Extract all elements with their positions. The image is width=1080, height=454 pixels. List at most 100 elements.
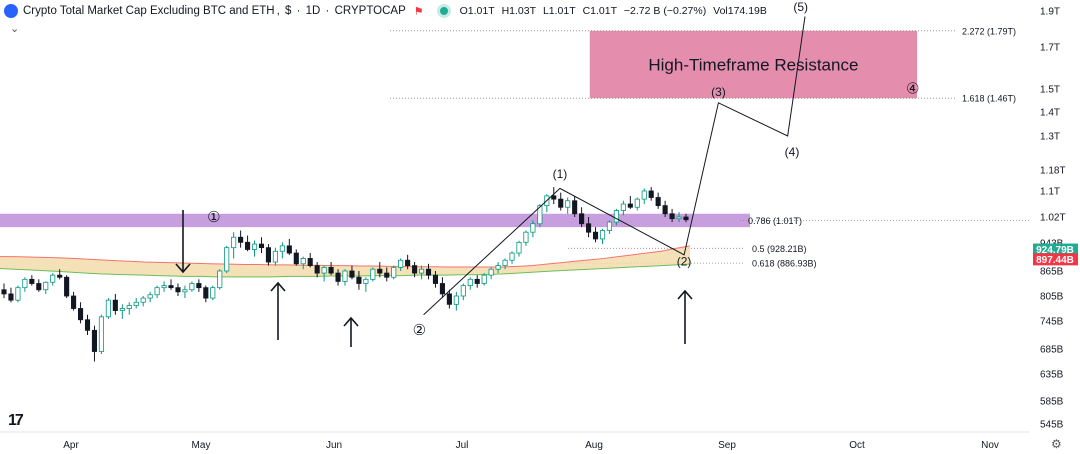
flag-icon[interactable]: ⚑ — [413, 5, 424, 18]
candle-body — [537, 205, 543, 225]
wave-label: (3) — [711, 85, 726, 99]
candle-body — [175, 287, 181, 293]
candle-body — [272, 250, 278, 263]
candle-body — [599, 230, 606, 240]
candle-body — [453, 295, 459, 305]
candle-body — [300, 258, 306, 265]
volume-value: Vol174.19B — [713, 5, 767, 17]
candle-body — [572, 200, 578, 215]
high-value: H1.03T — [501, 5, 537, 17]
candle-body — [168, 285, 174, 289]
candle-body — [342, 270, 348, 282]
open-value: O1.01T — [459, 5, 495, 17]
price-badge — [1033, 243, 1078, 256]
price-badge-label: 897.44B — [1036, 255, 1074, 266]
candle-body — [258, 243, 265, 249]
candle-body — [446, 293, 452, 305]
wave-label: (2) — [677, 255, 692, 269]
candle-body — [64, 276, 70, 297]
annotation-arrow-head — [677, 289, 693, 300]
y-axis-tick-label: 545B — [1040, 420, 1064, 431]
wave-label: ② — [413, 322, 426, 339]
candle-body — [182, 289, 188, 293]
candle-body — [119, 308, 125, 311]
cryptocap-logo-icon — [4, 4, 18, 18]
candle-body — [669, 213, 675, 220]
candle-body — [523, 231, 529, 243]
candle-body — [36, 283, 42, 291]
cloud-fill — [0, 245, 690, 277]
candle-body — [22, 278, 28, 289]
candle-body — [279, 245, 285, 252]
annotation-arrow-head — [175, 263, 191, 274]
currency: $ — [285, 5, 292, 17]
price-badge — [1033, 253, 1078, 266]
candle-body — [384, 272, 390, 278]
candle-body — [370, 268, 376, 280]
ohlc-values: O1.01T H1.03T L1.01T C1.01T −2.72 B (−0.… — [460, 5, 771, 17]
candle-body — [293, 252, 299, 265]
cloud-upper-line — [0, 245, 691, 268]
x-axis-tick-label: Oct — [849, 440, 865, 451]
candle-body — [29, 278, 35, 284]
candle-body — [57, 274, 63, 278]
candle-body — [71, 295, 77, 309]
candle-body — [502, 259, 508, 267]
y-axis-tick-label: 685B — [1040, 345, 1064, 356]
candle-body — [432, 274, 439, 284]
support-band — [0, 213, 750, 228]
x-axis-tick-label: Apr — [63, 440, 79, 451]
candle-body — [8, 293, 14, 301]
candle-body — [467, 278, 473, 286]
elliott-projection-path — [423, 16, 806, 316]
wave-label: (4) — [785, 145, 800, 159]
candle-body — [140, 297, 146, 303]
x-axis-tick-label: Nov — [981, 440, 999, 451]
candle-body — [126, 305, 132, 309]
candle-body — [405, 259, 411, 267]
candle-body — [481, 274, 487, 284]
candle-body — [105, 299, 111, 318]
candle-body — [439, 283, 445, 295]
y-axis-tick-label: 585B — [1040, 397, 1064, 408]
symbol-title[interactable]: Crypto Total Market Cap Excluding BTC an… — [23, 5, 275, 17]
candle-body — [147, 294, 153, 299]
candle-body — [551, 195, 557, 200]
x-axis-tick-label: Aug — [585, 440, 603, 451]
candle-body — [592, 231, 599, 240]
candle-body — [265, 247, 272, 263]
collapse-legend-icon[interactable]: ⌄ — [10, 23, 20, 35]
candle-body — [412, 265, 418, 274]
y-axis-tick-label: 1.18T — [1040, 166, 1066, 177]
candle-body — [203, 287, 209, 299]
y-axis-tick-label: 1.02T — [1040, 213, 1066, 224]
x-axis-tick-label: Jun — [326, 440, 342, 451]
candle-body — [112, 299, 118, 311]
settings-gear-icon[interactable]: ⚙ — [1051, 437, 1062, 451]
candle-body — [613, 210, 619, 223]
candle-body — [391, 267, 397, 278]
y-axis-tick-label: 1.5T — [1040, 85, 1060, 96]
fib-level-label: 0.5 (928.21B) — [752, 244, 807, 254]
candle-body — [307, 258, 313, 267]
tradingview-logo-icon[interactable]: 17 — [8, 412, 24, 429]
candle-body — [15, 287, 21, 301]
source: CRYPTOCAP — [334, 5, 406, 17]
interval[interactable]: 1D — [305, 5, 321, 17]
candle-body — [683, 216, 689, 221]
candle-body — [217, 270, 223, 289]
candle-body — [196, 283, 202, 289]
fib-level-label: 0.786 (1.01T) — [748, 216, 802, 226]
fib-level-label: 2.272 (1.79T) — [962, 26, 1016, 36]
candle-body — [286, 245, 292, 254]
candle-body — [620, 203, 626, 211]
y-axis-tick-label: 1.4T — [1040, 108, 1060, 119]
wave-label: ③ — [794, 0, 807, 4]
y-axis-tick-label: 1.9T — [1040, 7, 1060, 18]
candle-body — [335, 272, 341, 282]
candle-body — [98, 316, 104, 352]
candle-body — [210, 287, 216, 299]
candle-body — [495, 265, 501, 270]
candle-body — [509, 252, 515, 261]
